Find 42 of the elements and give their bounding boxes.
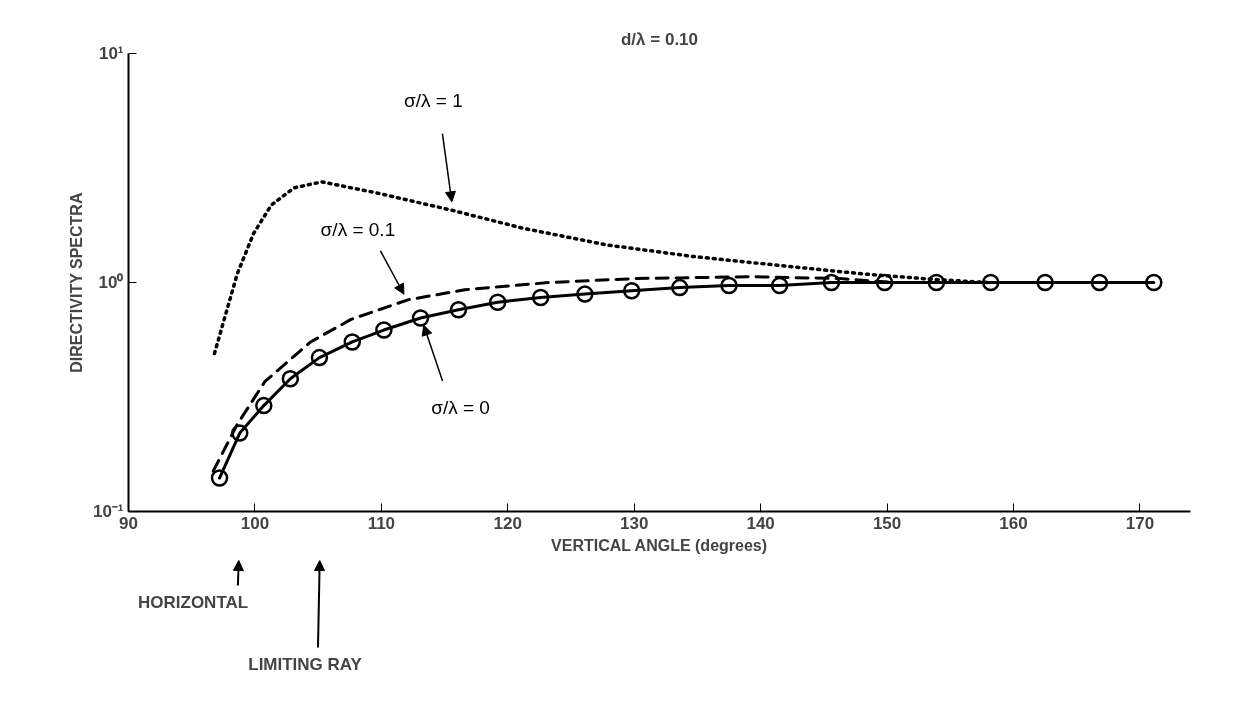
point — [981, 273, 1000, 292]
text: σ/λ = 1 — [404, 90, 463, 112]
point — [1090, 273, 1109, 292]
y-tick-label: 10⁰ — [98, 273, 124, 292]
text: σ/λ = 0 — [431, 397, 490, 419]
point — [281, 369, 300, 388]
point — [488, 293, 507, 311]
point — [411, 309, 430, 327]
point — [875, 273, 894, 292]
x-tick-label: 130 — [620, 513, 649, 533]
chart-title: d/λ = 0.10 — [620, 29, 699, 49]
point — [310, 348, 329, 367]
point — [927, 273, 946, 292]
point — [770, 276, 789, 295]
text: HORIZONTAL — [138, 592, 249, 612]
point — [210, 469, 229, 487]
x-tick-label: 140 — [746, 513, 775, 533]
point — [531, 288, 550, 307]
x-tick-label: 100 — [240, 513, 270, 533]
point — [231, 424, 249, 442]
point — [720, 276, 738, 295]
x-tick-label: 150 — [872, 513, 902, 533]
x-tick-label: 120 — [493, 513, 522, 533]
point — [622, 282, 641, 300]
x-tick-label: 160 — [999, 513, 1028, 533]
x-tick-label: 170 — [1125, 513, 1155, 533]
point — [670, 278, 689, 297]
y-tick-label: 10¹ — [98, 44, 124, 63]
text: σ/λ = 0.1 — [320, 219, 396, 241]
point — [576, 285, 594, 303]
text: LIMITING RAY — [248, 654, 363, 674]
point — [343, 333, 362, 351]
point — [449, 301, 468, 319]
point — [375, 321, 393, 339]
point — [1145, 273, 1163, 292]
x-tick-label: 90 — [119, 513, 138, 533]
y-axis-title: DIRECTIVITY SPECTRA — [67, 192, 85, 373]
x-axis-title: VERTICAL ANGLE (degrees) — [551, 536, 768, 554]
x-tick-label: 110 — [367, 513, 396, 533]
point — [1036, 273, 1054, 292]
point — [822, 273, 841, 292]
point — [255, 396, 273, 415]
